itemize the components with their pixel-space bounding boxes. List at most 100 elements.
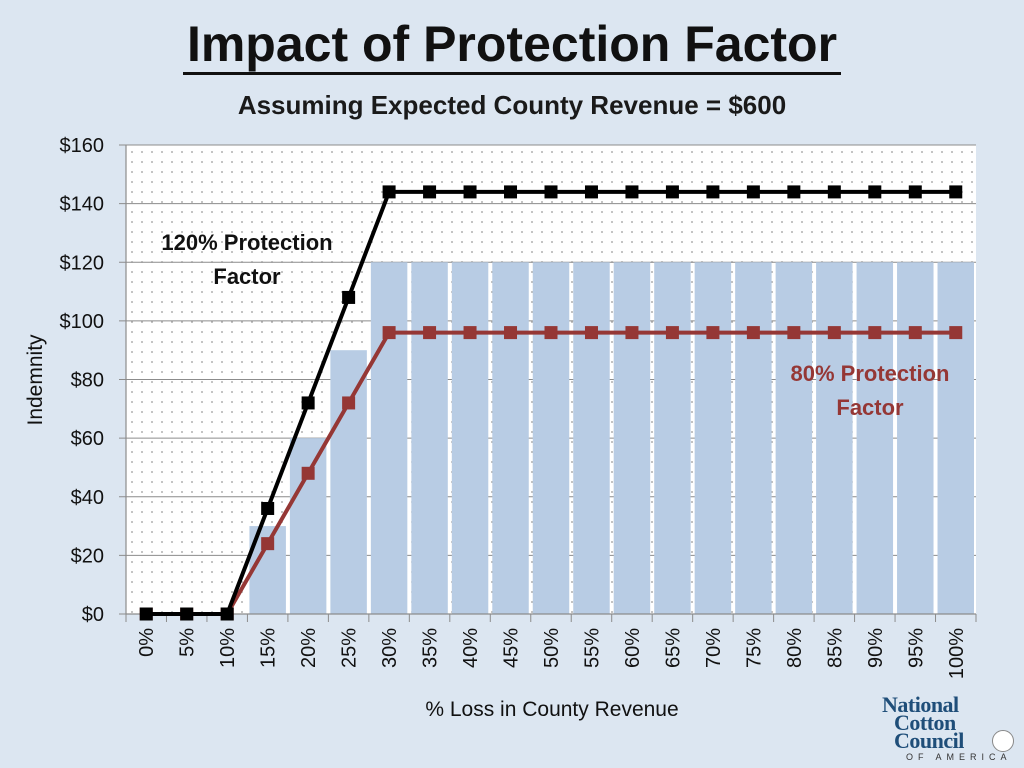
x-tick-label: 25% xyxy=(339,628,361,668)
bar xyxy=(654,262,691,614)
x-tick-label: 20% xyxy=(298,628,320,668)
point-80 xyxy=(787,326,801,340)
point-80 xyxy=(382,326,396,340)
point-120 xyxy=(463,185,477,199)
x-tick-label: 15% xyxy=(258,628,280,668)
logo-line3: Council xyxy=(894,728,964,753)
logo-line2: Cotton xyxy=(894,710,956,735)
title-text: Impact of Protection Factor xyxy=(182,16,842,75)
point-80 xyxy=(746,326,760,340)
point-120 xyxy=(139,607,153,621)
bar xyxy=(613,262,651,614)
point-120 xyxy=(261,501,275,515)
x-tick-label: 70% xyxy=(703,628,725,668)
x-tick-label: 80% xyxy=(784,628,806,668)
point-120 xyxy=(827,185,841,199)
annotation-80-line2: Factor xyxy=(836,395,904,420)
logo-line1: National xyxy=(882,692,959,717)
cotton-boll-icon xyxy=(992,730,1014,752)
point-120 xyxy=(949,185,963,199)
x-tick-label: 35% xyxy=(420,628,442,668)
point-80 xyxy=(463,326,477,340)
point-80 xyxy=(423,326,437,340)
point-80 xyxy=(625,326,639,340)
y-tick-label: $20 xyxy=(71,545,104,567)
point-120 xyxy=(301,396,315,410)
point-80 xyxy=(949,326,963,340)
x-tick-label: 40% xyxy=(460,628,482,668)
point-120 xyxy=(544,185,558,199)
point-80 xyxy=(342,396,356,410)
x-tick-label: 5% xyxy=(177,628,199,657)
point-120 xyxy=(423,185,437,199)
axes: $0 $20 $40 $60 $80 $100 $120 $140 $160 0% 5% 10% 15%… xyxy=(60,135,977,679)
point-80 xyxy=(301,466,315,480)
point-120 xyxy=(665,185,679,199)
point-120 xyxy=(180,607,194,621)
y-tick-label: $80 xyxy=(71,370,104,392)
annotation-80-line1: 80% Protection xyxy=(791,361,950,386)
bar xyxy=(492,262,529,614)
bar xyxy=(897,262,934,614)
y-tick-label: $60 xyxy=(71,428,104,450)
point-120 xyxy=(504,185,518,199)
bar xyxy=(937,262,974,614)
point-120 xyxy=(342,290,356,304)
y-tick-label: $0 xyxy=(82,604,104,626)
point-120 xyxy=(787,185,801,199)
point-120 xyxy=(746,185,760,199)
bar xyxy=(411,262,448,614)
x-tick-label: 45% xyxy=(501,628,523,668)
point-120 xyxy=(584,185,598,199)
bar xyxy=(735,262,772,614)
y-tick-label: $100 xyxy=(60,311,105,333)
bar xyxy=(289,438,327,614)
national-cotton-council-logo: National Cotton Council OF AMERICA xyxy=(880,692,1016,762)
x-tick-label: 10% xyxy=(217,628,239,668)
y-tick-label: $120 xyxy=(60,252,105,274)
point-80 xyxy=(584,326,598,340)
bar xyxy=(370,262,408,614)
x-tick-label: 50% xyxy=(541,628,563,668)
y-tick-label: $40 xyxy=(71,487,104,509)
point-120 xyxy=(908,185,922,199)
point-80 xyxy=(706,326,720,340)
bar xyxy=(532,262,570,614)
point-120 xyxy=(625,185,639,199)
logo-line4: OF AMERICA xyxy=(906,752,1012,762)
y-axis-title: Indemnity xyxy=(24,334,47,426)
x-tick-label: 30% xyxy=(379,628,401,668)
bars xyxy=(249,262,974,614)
x-tick-label: 75% xyxy=(743,628,765,668)
bar xyxy=(816,262,853,614)
slide-subtitle: Assuming Expected County Revenue = $600 xyxy=(237,90,787,120)
x-tick-label: 0% xyxy=(136,628,158,657)
x-tick-label: 55% xyxy=(581,628,603,668)
point-80 xyxy=(544,326,558,340)
y-tick-label: $140 xyxy=(60,194,105,216)
point-80 xyxy=(665,326,679,340)
bar xyxy=(573,262,610,614)
x-tick-label: 90% xyxy=(865,628,887,668)
point-120 xyxy=(220,607,234,621)
slide-title: Impact of Protection Factor xyxy=(0,14,1024,75)
bar xyxy=(694,262,732,614)
point-80 xyxy=(504,326,518,340)
bar xyxy=(775,262,813,614)
bar xyxy=(451,262,489,614)
point-80 xyxy=(827,326,841,340)
point-120 xyxy=(706,185,720,199)
x-axis-title: % Loss in County Revenue xyxy=(425,698,678,721)
x-tick-label: 60% xyxy=(622,628,644,668)
point-120 xyxy=(868,185,882,199)
point-80 xyxy=(261,537,275,551)
annotation-120-line2: Factor xyxy=(213,264,281,289)
series-lines xyxy=(139,185,963,621)
x-tick-label: 100% xyxy=(946,628,968,679)
x-tick-label: 85% xyxy=(824,628,846,668)
y-tick-label: $160 xyxy=(60,135,105,157)
point-80 xyxy=(908,326,922,340)
x-tick-label: 65% xyxy=(662,628,684,668)
bar xyxy=(330,350,367,614)
